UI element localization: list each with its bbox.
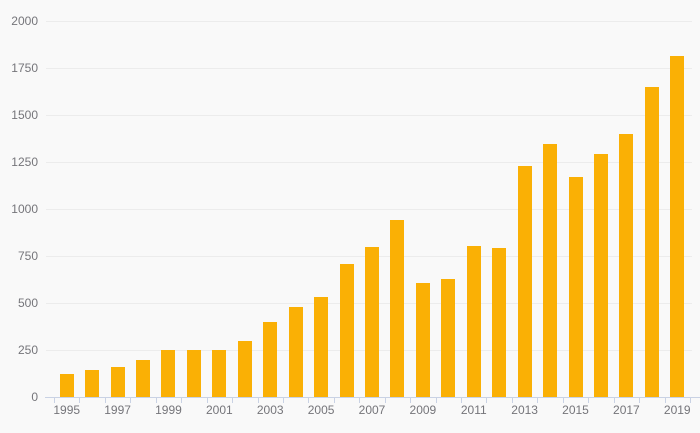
x-axis-tick: [613, 397, 615, 403]
x-axis-label-1995: 1995: [53, 403, 81, 417]
x-axis-tick: [664, 397, 666, 403]
x-axis-tick: [537, 397, 539, 403]
gridline-1000: [46, 208, 692, 210]
y-axis-label-0: 0: [31, 390, 38, 404]
bar-2001: [212, 350, 227, 397]
x-axis-tick: [282, 397, 284, 403]
bar-1998: [136, 360, 151, 397]
bar-2008: [390, 220, 405, 397]
x-axis-label-2011: 2011: [460, 403, 487, 417]
x-axis-tick: [435, 397, 437, 403]
x-axis-tick: [359, 397, 361, 403]
y-axis-label-500: 500: [17, 296, 38, 310]
gridline-2000: [46, 20, 692, 22]
bar-1997: [110, 367, 125, 397]
y-axis-label-2000: 2000: [11, 14, 38, 28]
x-axis-label-2009: 2009: [409, 403, 437, 417]
bar-2017: [619, 134, 634, 397]
x-axis-label-2019: 2019: [663, 403, 691, 417]
bar-1999: [161, 350, 176, 397]
x-axis-label-2003: 2003: [256, 403, 284, 417]
x-axis-tick: [461, 397, 463, 403]
x-axis-label-2001: 2001: [206, 403, 233, 417]
bar-2018: [644, 87, 659, 397]
x-axis-tick: [639, 397, 641, 403]
x-axis-tick: [257, 397, 259, 403]
x-axis-tick: [181, 397, 183, 403]
bar-2004: [288, 307, 303, 397]
x-axis-tick: [155, 397, 157, 403]
x-axis-tick: [54, 397, 55, 403]
x-axis-tick: [486, 397, 488, 403]
gridline-1500: [46, 114, 692, 116]
y-axis-label-1500: 1500: [11, 108, 38, 122]
x-axis-label-2015: 2015: [562, 403, 589, 417]
x-axis-label-2005: 2005: [307, 403, 335, 417]
x-axis-tick: [384, 397, 386, 403]
y-axis-label-1000: 1000: [11, 202, 38, 216]
x-axis-tick: [410, 397, 412, 403]
x-axis-label-2013: 2013: [511, 403, 538, 417]
gridline-1250: [46, 161, 692, 163]
x-axis-line: [45, 397, 700, 398]
y-axis-label-1250: 1250: [11, 155, 38, 169]
x-axis-tick: [690, 397, 691, 403]
x-axis-label-2017: 2017: [613, 403, 640, 417]
x-axis-tick: [130, 397, 132, 403]
x-axis-tick: [588, 397, 590, 403]
bar-2002: [237, 341, 252, 397]
x-axis-tick: [232, 397, 234, 403]
x-axis-tick: [511, 397, 513, 403]
bar-2009: [415, 283, 430, 397]
bar-1995: [59, 374, 74, 397]
bar-2005: [314, 297, 329, 397]
x-axis-label-1999: 1999: [155, 403, 182, 417]
bar-2000: [186, 350, 201, 397]
x-axis-label-2007: 2007: [358, 403, 386, 417]
y-axis-label-250: 250: [17, 343, 38, 357]
bar-1996: [85, 370, 100, 397]
x-axis-tick: [333, 397, 335, 403]
bar-2019: [670, 56, 685, 397]
x-axis-tick: [104, 397, 106, 403]
bar-2013: [517, 166, 532, 397]
bar-2011: [466, 246, 481, 397]
bar-2007: [365, 247, 379, 397]
y-axis-label-750: 750: [17, 249, 38, 263]
bar-2006: [339, 264, 354, 397]
y-axis-label-1750: 1750: [11, 61, 38, 75]
bar-2010: [441, 279, 456, 397]
x-axis-tick: [308, 397, 310, 403]
bar-2012: [492, 248, 507, 397]
x-axis-tick: [562, 397, 564, 403]
x-axis-label-1997: 1997: [104, 403, 131, 417]
bar-2016: [593, 154, 608, 397]
gridline-1750: [46, 67, 692, 69]
bar-2003: [263, 322, 278, 397]
x-axis-tick: [79, 397, 81, 403]
x-axis-tick: [206, 397, 208, 403]
bar-2014: [543, 144, 558, 397]
bar-2015: [568, 177, 583, 397]
